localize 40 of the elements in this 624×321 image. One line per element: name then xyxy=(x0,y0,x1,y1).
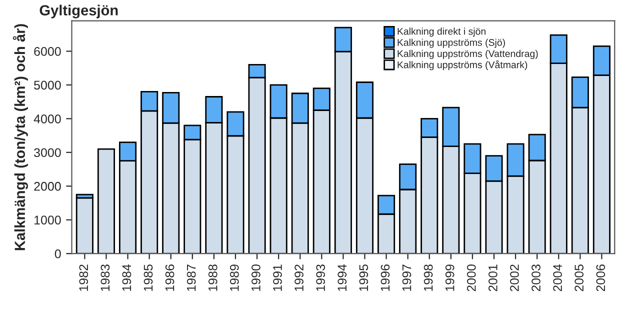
y-tick-label: 3000 xyxy=(34,148,61,158)
x-tick-label: 1996 xyxy=(380,264,390,291)
x-tick-label: 2002 xyxy=(510,264,519,292)
x-tick-label: 2006 xyxy=(596,264,606,292)
legend-label: Kalkning direkt i sjön xyxy=(398,28,486,37)
legend-label: Kalkning uppströms (Sjö) xyxy=(398,38,505,48)
x-tick-label: 2005 xyxy=(574,264,584,292)
legend-label: Kalkning uppströms (Vattendrag) xyxy=(398,50,538,59)
x-tick-label: 2004 xyxy=(553,264,562,292)
y-tick-label: 4000 xyxy=(34,114,61,124)
chart-title: Gyltigesjön xyxy=(40,4,118,18)
x-tick-label: 1998 xyxy=(424,264,433,291)
x-tick-label: 1983 xyxy=(100,264,110,291)
x-tick-label: 1988 xyxy=(208,264,218,291)
x-tick-label: 1992 xyxy=(294,264,304,291)
x-tick-label: 1993 xyxy=(316,264,326,291)
y-axis-title: Kalkmängd (ton/yta (km²) och år) xyxy=(12,24,28,250)
x-tick-label: 1999 xyxy=(445,264,454,291)
x-tick-label: 2001 xyxy=(488,264,498,292)
x-tick-label: 1985 xyxy=(144,264,153,291)
x-tick-label: 2000 xyxy=(466,264,476,292)
x-tick-label: 1991 xyxy=(273,264,282,291)
x-tick-label: 1994 xyxy=(338,264,347,291)
x-tick-label: 1990 xyxy=(252,264,260,291)
x-tick-label: 1995 xyxy=(359,264,368,291)
y-tick-label: 6000 xyxy=(34,47,61,56)
x-tick-label: 1987 xyxy=(186,264,196,291)
x-tick-label: 1997 xyxy=(402,264,412,291)
y-tick-label: 5000 xyxy=(34,80,61,90)
y-tick-label: 2000 xyxy=(34,182,61,191)
x-tick-label: 1986 xyxy=(165,264,174,291)
x-tick-label: 1982 xyxy=(79,264,88,291)
x-tick-label: 1984 xyxy=(122,264,132,291)
bar xyxy=(76,197,94,254)
x-tick-label: 1989 xyxy=(230,264,239,291)
bar xyxy=(97,148,115,254)
x-tick-label: 2003 xyxy=(532,264,540,292)
y-tick-label: 1000 xyxy=(34,216,61,225)
y-tick-label: 0 xyxy=(54,249,61,258)
legend-label: Kalkning uppströms (Våtmark) xyxy=(398,60,528,70)
